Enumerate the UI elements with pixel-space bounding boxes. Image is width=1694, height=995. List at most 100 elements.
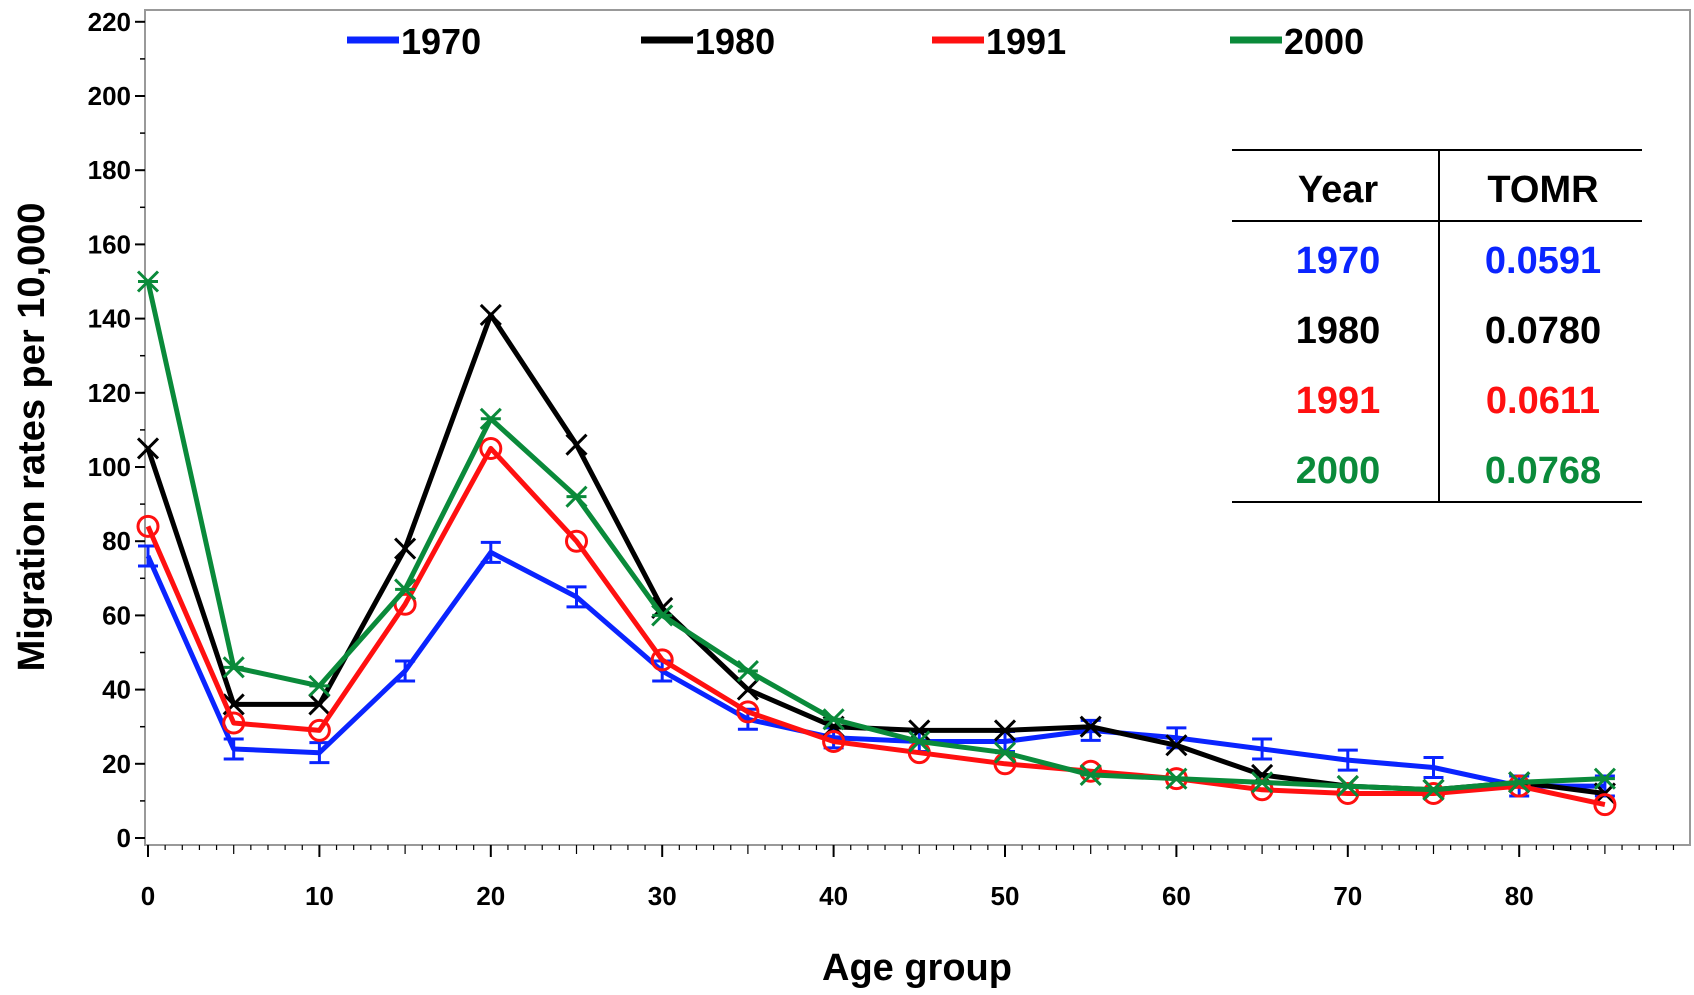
y-tick-label: 160 xyxy=(88,229,131,259)
y-tick-label: 220 xyxy=(88,7,131,37)
y-tick-label: 120 xyxy=(88,378,131,408)
table-row: 1980 0.0780 xyxy=(1296,310,1601,352)
legend-item-1991: 1991 xyxy=(932,21,1066,62)
table-row: 2000 0.0768 xyxy=(1296,450,1601,492)
y-tick-label: 40 xyxy=(102,675,131,705)
table-row: 1970 0.0591 xyxy=(1296,240,1601,282)
marker-point xyxy=(908,730,931,753)
series-layer xyxy=(136,270,1617,817)
table-cell-tomr: 0.0611 xyxy=(1486,380,1600,422)
x-tick-label: 80 xyxy=(1505,881,1534,911)
marker-point xyxy=(565,529,588,553)
table-header-tomr: TOMR xyxy=(1487,169,1598,211)
marker-point xyxy=(1336,774,1359,798)
table-row: 1991 0.0611 xyxy=(1296,380,1600,422)
legend-label: 1991 xyxy=(986,21,1066,62)
marker-point xyxy=(136,514,160,538)
y-tick-label: 80 xyxy=(102,526,131,556)
plot-border xyxy=(144,9,1691,846)
table-cell-year: 1980 xyxy=(1296,310,1381,352)
y-tick-label: 60 xyxy=(102,600,131,630)
legend-item-1970: 1970 xyxy=(347,21,481,62)
legend-item-2000: 2000 xyxy=(1230,21,1364,62)
series-line xyxy=(145,445,1606,808)
marker-point xyxy=(308,693,331,716)
marker-point xyxy=(822,730,846,754)
y-tick-label: 0 xyxy=(117,823,131,853)
x-tick-label: 20 xyxy=(476,881,505,911)
series-line xyxy=(145,280,1606,793)
marker-point xyxy=(822,708,845,731)
marker-point xyxy=(736,700,760,724)
marker-point xyxy=(1336,781,1360,805)
marker-point xyxy=(736,678,759,701)
marker-point xyxy=(394,537,417,560)
table-cell-tomr: 0.0768 xyxy=(1485,450,1601,492)
table-cell-tomr: 0.0591 xyxy=(1485,240,1601,282)
marker-point xyxy=(1508,771,1531,794)
marker-point xyxy=(1593,767,1616,790)
marker-point xyxy=(479,303,502,326)
marker-point xyxy=(222,656,245,679)
legend-item-1980: 1980 xyxy=(641,21,775,62)
table-cell-year: 1991 xyxy=(1296,380,1381,422)
x-tick-label: 50 xyxy=(991,881,1020,911)
x-tick-label: 10 xyxy=(305,881,334,911)
marker-point xyxy=(565,485,588,508)
y-tick-label: 180 xyxy=(88,155,131,185)
legend-label: 1970 xyxy=(401,21,481,62)
marker-point xyxy=(565,433,588,456)
marker-point xyxy=(1165,767,1188,790)
x-tick-label: 60 xyxy=(1162,881,1191,911)
marker-point xyxy=(1507,774,1531,798)
marker-point xyxy=(650,648,674,672)
marker-point xyxy=(1422,778,1445,801)
marker-point xyxy=(736,659,759,683)
table-cell-tomr: 0.0780 xyxy=(1485,310,1601,352)
marker-point xyxy=(1165,734,1188,757)
marker-point xyxy=(222,711,246,735)
marker-point xyxy=(307,718,331,742)
marker-point xyxy=(993,741,1017,764)
marker-point xyxy=(136,437,160,460)
table-header-year: Year xyxy=(1298,169,1379,211)
x-axis: 0 10 20 30 40 50 60 70 80 xyxy=(141,845,1675,911)
y-tick-label: 20 xyxy=(102,749,131,779)
x-tick-label: 0 xyxy=(141,881,155,911)
marker-point xyxy=(1079,763,1102,786)
legend-label: 1980 xyxy=(695,21,775,62)
series-2000 xyxy=(136,270,1616,801)
marker-point xyxy=(394,578,417,601)
marker-point xyxy=(651,604,674,627)
marker-point xyxy=(1251,771,1274,794)
marker-point xyxy=(308,674,331,697)
x-axis-title: Age group xyxy=(822,947,1012,989)
plot-frame xyxy=(144,9,1691,846)
marker-point xyxy=(1593,793,1617,817)
marker-point xyxy=(479,436,503,460)
series-line xyxy=(145,312,1606,796)
table-cell-year: 1970 xyxy=(1296,240,1381,282)
marker-point xyxy=(136,270,160,293)
x-tick-label: 70 xyxy=(1333,881,1362,911)
y-tick-label: 100 xyxy=(88,452,131,482)
marker-point xyxy=(1422,781,1445,805)
legend: 1970 1980 1991 2000 xyxy=(347,21,1364,62)
table-rows: 1970 0.0591 1980 0.0780 1991 0.0611 2000 0.0768 xyxy=(1296,240,1601,492)
series-line xyxy=(145,549,1605,789)
marker-point xyxy=(1079,715,1102,738)
marker-point xyxy=(1250,778,1274,802)
marker-point xyxy=(993,719,1017,742)
x-tick-label: 30 xyxy=(648,881,677,911)
series-1991 xyxy=(136,436,1617,817)
table-cell-year: 2000 xyxy=(1296,450,1381,492)
legend-label: 2000 xyxy=(1284,21,1364,62)
marker-point xyxy=(479,407,502,430)
y-tick-label: 200 xyxy=(88,81,131,111)
x-tick-label: 40 xyxy=(819,881,848,911)
y-axis: 0 20 40 60 80 100 120 140 160 180 200 220 xyxy=(88,7,145,853)
y-tick-label: 140 xyxy=(88,304,131,334)
marker-point xyxy=(908,719,931,742)
